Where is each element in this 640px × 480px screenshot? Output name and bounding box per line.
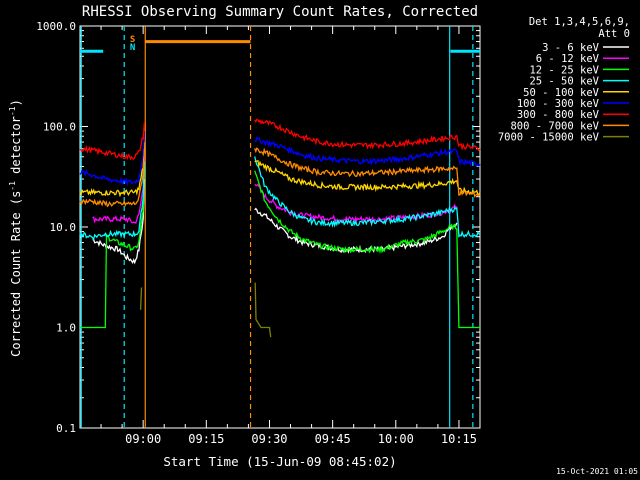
x-axis-label: Start Time (15-Jun-09 08:45:02) bbox=[163, 454, 396, 469]
legend-label: 50 - 100 keV bbox=[523, 87, 600, 99]
series-line bbox=[254, 118, 481, 152]
series-line bbox=[79, 161, 146, 241]
y-axis-label-sup2: -1 bbox=[8, 106, 17, 116]
x-tick-label: 09:30 bbox=[251, 432, 287, 446]
x-tick-label: 10:15 bbox=[441, 432, 477, 446]
chart-title: RHESSI Observing Summary Count Rates, Co… bbox=[82, 4, 478, 20]
flag-label: S bbox=[130, 35, 135, 45]
legend-header-line-2: Att 0 bbox=[598, 28, 630, 40]
series-line bbox=[139, 287, 143, 310]
legend-label: 25 - 50 keV bbox=[529, 76, 599, 88]
series-line bbox=[254, 170, 480, 329]
flag-label: N bbox=[130, 43, 135, 53]
series-line bbox=[254, 160, 481, 196]
series-line bbox=[254, 147, 481, 198]
series-line bbox=[79, 122, 146, 161]
series-line bbox=[79, 131, 146, 187]
series-line bbox=[254, 156, 481, 238]
legend-header-line-1: Det 1,3,4,5,6,9, bbox=[529, 16, 630, 28]
series-line bbox=[254, 282, 272, 338]
legend-label: 300 - 800 keV bbox=[517, 109, 600, 121]
y-tick-label: 1000.0 bbox=[36, 20, 76, 33]
series-line bbox=[80, 166, 146, 329]
y-axis-label: Corrected Count Rate (s-1 detector-1) bbox=[8, 99, 23, 357]
legend-label: 3 - 6 keV bbox=[542, 42, 600, 54]
series-line bbox=[254, 136, 481, 168]
y-axis-label-main: Corrected Count Rate (s bbox=[9, 191, 23, 357]
legend-label: 100 - 300 keV bbox=[517, 98, 600, 110]
y-axis-label-end: ) bbox=[9, 99, 23, 106]
series-line bbox=[92, 178, 146, 265]
legend-label: 800 - 7000 keV bbox=[510, 120, 599, 132]
legend-label: 6 - 12 keV bbox=[536, 53, 600, 65]
x-tick-label: 09:45 bbox=[315, 432, 351, 446]
y-axis-label-sup1: -1 bbox=[8, 181, 17, 191]
y-tick-label: 10.0 bbox=[50, 221, 77, 234]
x-tick-label: 10:00 bbox=[378, 432, 414, 446]
y-tick-label: 100.0 bbox=[43, 121, 76, 134]
x-tick-label: 09:15 bbox=[188, 432, 224, 446]
y-tick-label: 0.1 bbox=[56, 422, 76, 435]
plot-area: SN bbox=[79, 26, 481, 428]
legend-label: 7000 - 15000 keV bbox=[498, 132, 600, 144]
y-axis-label-mid: detector bbox=[9, 116, 23, 181]
series-line bbox=[92, 156, 146, 224]
series-line bbox=[79, 142, 146, 198]
x-tick-label: 09:00 bbox=[125, 432, 161, 446]
series-line bbox=[79, 148, 146, 208]
y-tick-label: 1.0 bbox=[56, 322, 76, 335]
timestamp: 15-Oct-2021 01:05 bbox=[556, 467, 638, 476]
legend-label: 12 - 25 keV bbox=[529, 64, 599, 76]
axes: 1000.0 100.0 10.0 1.0 0.1 09:00 09:15 09:30 09:4… bbox=[36, 20, 481, 446]
